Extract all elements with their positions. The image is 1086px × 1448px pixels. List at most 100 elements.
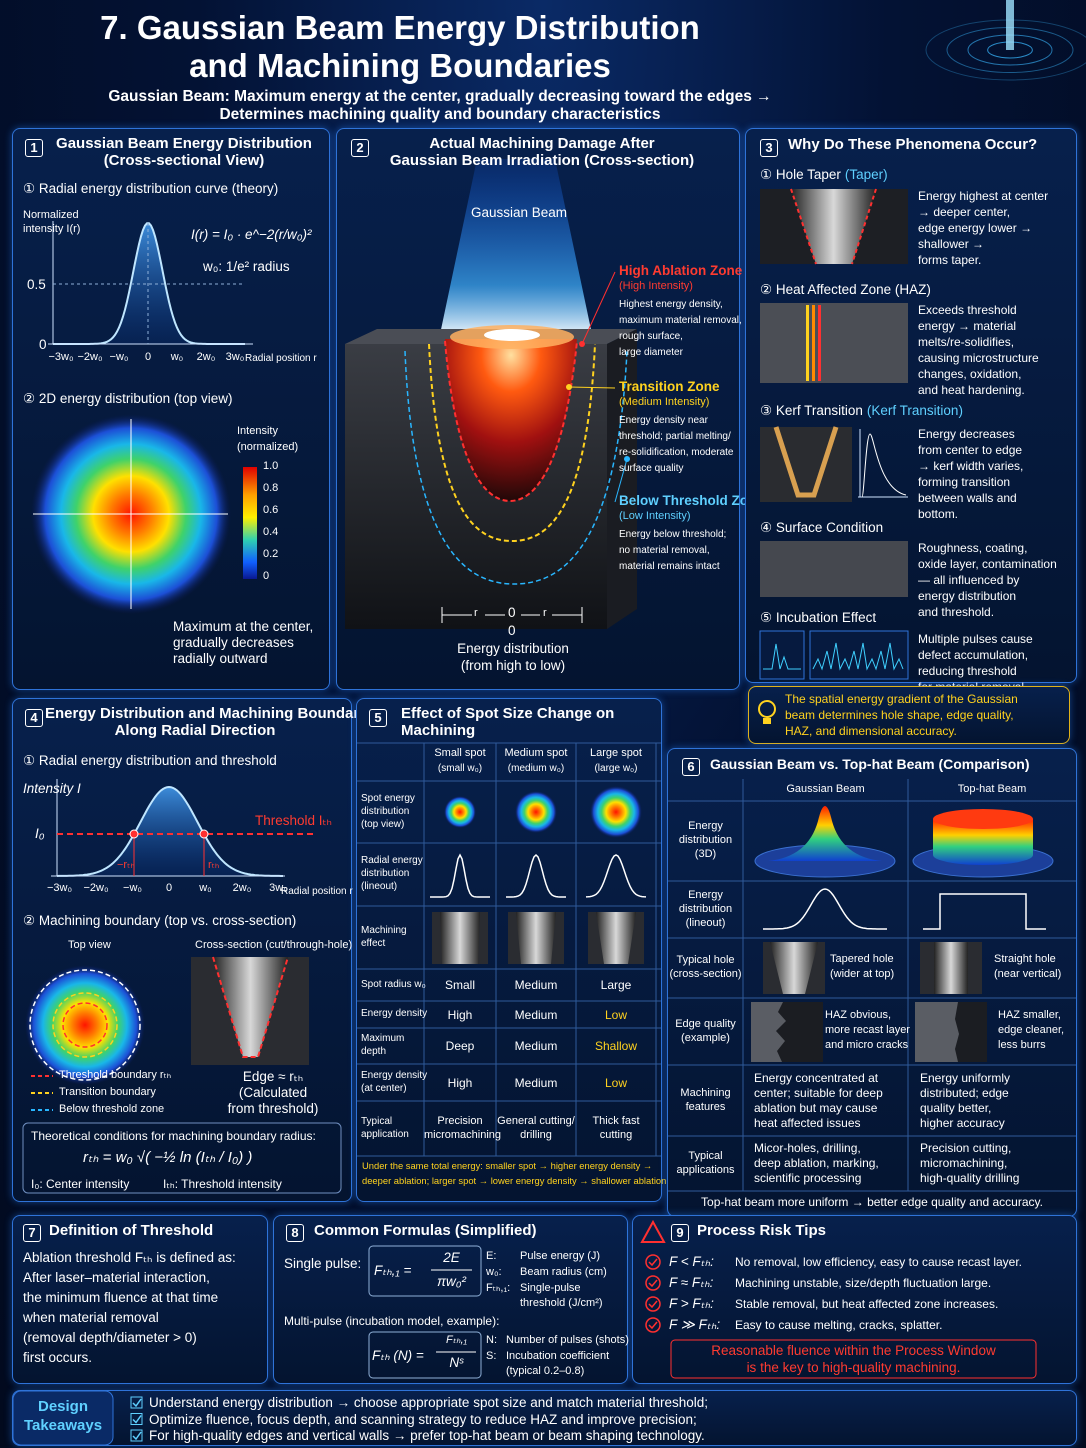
tick-label: 2w₀ <box>196 351 216 363</box>
item-text: → deeper center, <box>918 205 1011 219</box>
panel: 6 Gaussian Beam vs. Top-hat Beam (Compari… <box>667 748 1077 1217</box>
cell: more recast layer <box>825 1024 910 1036</box>
row-label: applications <box>676 1163 735 1176</box>
zone-desc: threshold; partial melting/ <box>619 431 731 442</box>
row-label: depth <box>361 1046 387 1057</box>
label-box <box>13 1391 114 1445</box>
bulb-icon <box>763 718 771 724</box>
row-label: Typical <box>361 1115 393 1127</box>
row-label: Machining <box>361 924 407 936</box>
label: r <box>543 607 547 619</box>
tip-box: The spatial energy gradient of the Gauss… <box>748 686 1070 744</box>
item-text: — all influenced by <box>918 573 1020 587</box>
image <box>516 912 556 964</box>
item-text: forming transition <box>918 475 1011 489</box>
image <box>791 189 876 264</box>
cell: cutting <box>599 1128 633 1141</box>
item-text: causing microstructure <box>918 351 1039 365</box>
item-paren: (Kerf Transition) <box>866 403 963 418</box>
cell: Shallow <box>594 1039 638 1053</box>
image <box>596 912 636 964</box>
colorbar-tick: 0.6 <box>263 504 279 516</box>
title: 7. Gaussian Beam Energy Distribution <box>100 9 700 46</box>
gaussian-3d <box>768 806 882 861</box>
label: 2E <box>443 1250 460 1265</box>
subtitle: Determines machining quality and boundar… <box>219 106 661 123</box>
check-icon <box>645 1254 661 1270</box>
check-icon <box>130 1429 143 1442</box>
boundary <box>62 1002 108 1048</box>
image <box>773 426 839 498</box>
lineout <box>763 888 887 930</box>
tip-text: No removal, low efficiency, easy to caus… <box>735 1255 1023 1269</box>
item-text: melts/re-solidifies, <box>918 335 1015 349</box>
image <box>440 912 480 964</box>
row-label: Energy <box>688 888 723 901</box>
row-label: Radial energy <box>361 855 423 866</box>
waveform <box>812 642 904 671</box>
badge: 5 <box>369 709 387 727</box>
colorbar-title: (normalized) <box>237 441 299 453</box>
legend-entry: Transition boundary <box>59 1086 156 1098</box>
label: I₀ <box>35 826 45 841</box>
item-text: energy distribution <box>918 589 1017 603</box>
column-header: (large w₀) <box>594 763 638 774</box>
tick-label: −3w₀ <box>48 351 74 363</box>
tip-text: Machining unstable, size/depth fluctuati… <box>735 1276 992 1290</box>
label: Fₜₕ (N) = <box>372 1348 424 1363</box>
image <box>213 957 288 1057</box>
formula: rₜₕ = w₀ √( −½ ln (Iₜₕ / I₀) ) <box>83 1149 253 1166</box>
cell: (near vertical) <box>994 968 1062 980</box>
item-text: bottom. <box>918 507 959 521</box>
cell: scientific processing <box>754 1171 862 1185</box>
tophat-3d <box>933 809 1033 829</box>
item-text: Energy decreases <box>918 427 1015 441</box>
cell: HAZ obvious, <box>825 1009 892 1021</box>
label: πw₀² <box>437 1274 466 1289</box>
definition-text: first occurs. <box>23 1350 93 1365</box>
row-label: Energy density <box>361 1008 428 1019</box>
panel-title: Process Risk Tips <box>697 1222 826 1239</box>
check-icon <box>648 1279 658 1288</box>
cell: General cutting/ <box>497 1114 575 1127</box>
label: Beam radius (cm) <box>520 1266 607 1278</box>
column-header: (medium w₀) <box>507 763 565 774</box>
heatmap <box>25 965 145 1085</box>
takeaway: For high-quality edges and vertical wall… <box>149 1428 705 1443</box>
note: w₀: 1/e² radius <box>203 259 290 274</box>
tick-label: −2w₀ <box>83 882 109 894</box>
colorbar-tick: 0.2 <box>263 548 279 560</box>
cell: deep ablation, marking, <box>754 1156 879 1170</box>
cell: Micor-holes, drilling, <box>754 1141 861 1155</box>
check-icon <box>645 1317 661 1333</box>
cell: Deep <box>445 1039 475 1053</box>
waveform <box>763 643 801 670</box>
row-label: distribution <box>361 868 410 879</box>
label: rₜₕ <box>208 859 220 871</box>
image <box>790 188 877 265</box>
panel-title: Along Radial Direction <box>114 722 276 739</box>
note: radially outward <box>173 651 268 666</box>
label: r <box>474 607 478 619</box>
row-label: Typical hole <box>676 954 735 966</box>
cell: less burrs <box>998 1039 1046 1051</box>
image <box>770 942 818 994</box>
subheading: ② 2D energy distribution (top view) <box>23 391 233 406</box>
panel: 3 Why Do These Phenomena Occur? ① Hole Tap… <box>745 128 1077 694</box>
panel-title: Energy Distribution and Machining Bounda… <box>45 705 368 722</box>
check-icon <box>132 1415 142 1424</box>
cell: edge cleaner, <box>998 1024 1065 1036</box>
boundary <box>212 956 289 1058</box>
cell: Medium <box>514 1039 558 1053</box>
cell: high-quality drilling <box>920 1171 1020 1185</box>
panel-title: Gaussian Beam vs. Top-hat Beam (Comparis… <box>710 756 1030 772</box>
column-header: Gaussian Beam <box>786 783 865 795</box>
label: threshold (J/cm²) <box>520 1297 603 1309</box>
panel: 2 Actual Machining Damage After Gaussian B… <box>336 128 764 690</box>
item-text: from center to edge <box>918 443 1023 457</box>
tip-text: Stable removal, but heat affected zone i… <box>735 1297 999 1311</box>
label: w₀: <box>486 1266 502 1278</box>
definition: I₀: Center intensity <box>31 1177 130 1191</box>
badge: 2 <box>351 139 369 157</box>
image <box>812 305 815 381</box>
